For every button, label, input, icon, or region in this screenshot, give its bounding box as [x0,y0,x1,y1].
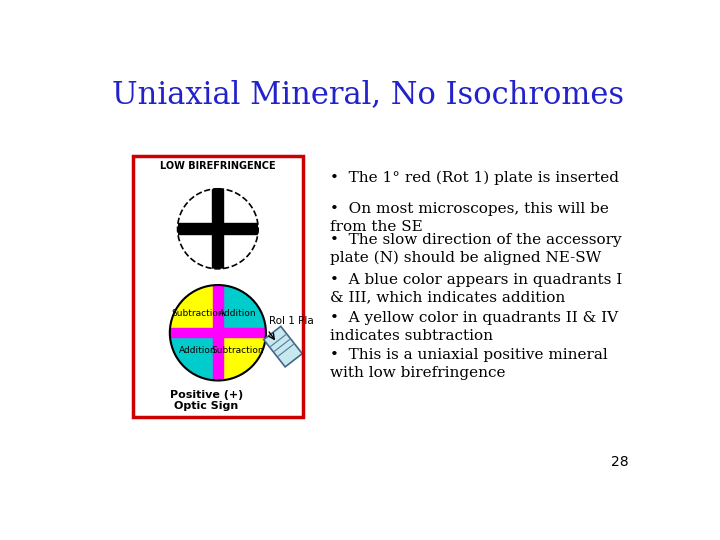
Circle shape [178,189,258,269]
Text: LOW BIREFRINGENCE: LOW BIREFRINGENCE [160,161,276,171]
Text: Subtraction: Subtraction [212,346,264,355]
Bar [264,326,302,367]
Text: 28: 28 [611,455,629,469]
Text: Addition: Addition [179,346,217,355]
Text: •  This is a uniaxial positive mineral
with low birefringence: • This is a uniaxial positive mineral wi… [330,348,608,380]
Text: Subtraction: Subtraction [171,309,224,318]
Text: Uniaxial Mineral, No Isochromes: Uniaxial Mineral, No Isochromes [112,79,624,110]
Bar [132,156,303,417]
Text: •  The 1° red (Rot 1) plate is inserted: • The 1° red (Rot 1) plate is inserted [330,171,619,185]
Text: Addition: Addition [220,309,257,318]
Wedge shape [170,285,218,333]
Text: •  On most microscopes, this will be
from the SE: • On most microscopes, this will be from… [330,202,609,234]
Bar [178,224,258,234]
Wedge shape [218,333,266,381]
Text: Rol 1 Pla: Rol 1 Pla [269,316,314,326]
Bar [170,328,266,338]
Wedge shape [218,285,266,333]
Bar [213,285,222,381]
Text: •  The slow direction of the accessory
plate (N) should be aligned NE-SW: • The slow direction of the accessory pl… [330,233,622,265]
Wedge shape [170,333,218,381]
Bar [212,189,223,269]
Text: Positive (+)
Optic Sign: Positive (+) Optic Sign [170,390,243,411]
Text: •  A blue color appears in quadrants I
& III, which indicates addition: • A blue color appears in quadrants I & … [330,273,623,305]
Text: •  A yellow color in quadrants II & IV
indicates subtraction: • A yellow color in quadrants II & IV in… [330,311,618,343]
